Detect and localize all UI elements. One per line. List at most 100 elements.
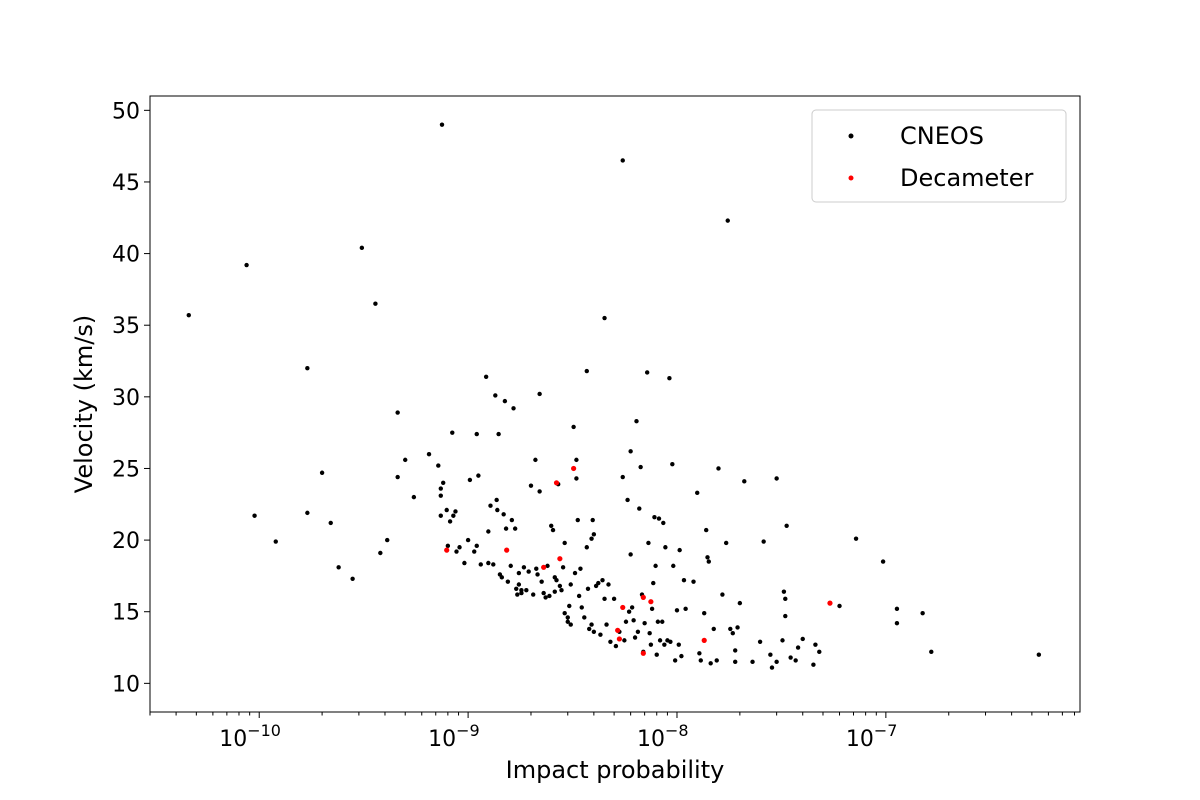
point-decameter [616, 636, 622, 642]
point-cneos [725, 218, 730, 223]
x-axis: 10−10 10−9 10−8 10−7 [149, 712, 1076, 752]
point-cneos [602, 315, 607, 321]
point-cneos [663, 545, 668, 550]
point-cneos [660, 619, 665, 624]
point-cneos [704, 527, 709, 533]
point-cneos [662, 642, 667, 647]
point-cneos [620, 474, 625, 480]
point-cneos [649, 606, 655, 612]
point-cneos [894, 620, 900, 626]
point-cneos [631, 618, 636, 623]
y-tick-label: 15 [112, 601, 140, 626]
point-cneos [634, 418, 639, 424]
x-tick-label: 10−10 [219, 721, 281, 752]
x-tick-label: 10−8 [637, 721, 689, 752]
point-cneos [378, 550, 383, 556]
x-tick-label: 10−9 [428, 721, 480, 752]
point-cneos [438, 486, 443, 491]
point-cneos [783, 613, 788, 619]
point-cneos [817, 649, 822, 655]
point-cneos [783, 596, 788, 602]
point-cneos [403, 457, 408, 463]
point-cneos [550, 527, 556, 533]
point-cneos [467, 477, 473, 483]
point-decameter [557, 556, 563, 562]
point-cneos [495, 507, 500, 513]
point-cneos [501, 512, 506, 517]
points-layer [186, 122, 1042, 670]
point-cneos [549, 523, 554, 528]
point-cneos [706, 559, 711, 564]
point-cneos [562, 610, 567, 616]
point-cneos [494, 497, 499, 503]
point-cneos [543, 595, 548, 600]
point-cneos [742, 479, 747, 484]
point-cneos [584, 368, 589, 374]
point-cneos [723, 540, 729, 546]
point-decameter [640, 650, 646, 656]
point-cneos [576, 593, 582, 599]
point-cneos [691, 579, 696, 584]
legend-marker-cneos [848, 133, 854, 139]
point-decameter [701, 637, 707, 643]
point-cneos [668, 639, 673, 644]
point-cneos [582, 615, 587, 620]
point-cneos [328, 520, 333, 526]
point-cneos [781, 589, 787, 594]
point-cneos [733, 659, 738, 665]
point-cneos [632, 635, 638, 640]
point-cneos [598, 632, 603, 637]
point-cneos [457, 545, 462, 550]
point-cneos [565, 615, 570, 620]
point-cneos [604, 622, 609, 627]
point-cneos [521, 565, 527, 570]
point-cneos [516, 570, 522, 576]
point-cneos [509, 517, 515, 523]
axes-frame [149, 95, 1081, 713]
point-cneos [672, 658, 678, 663]
point-cneos [526, 569, 531, 574]
point-cneos [657, 638, 663, 643]
point-cneos [655, 619, 661, 624]
point-cneos [880, 559, 886, 564]
point-cneos [508, 563, 513, 569]
point-cneos [571, 424, 576, 430]
point-cneos [359, 245, 365, 251]
point-cneos [426, 451, 432, 457]
point-cneos [795, 645, 801, 650]
point-cneos [929, 649, 934, 655]
y-tick-label: 30 [112, 386, 140, 411]
point-cneos [474, 431, 479, 437]
point-cneos [788, 655, 793, 660]
point-cneos [562, 540, 567, 546]
point-cneos [705, 555, 710, 560]
point-cneos [695, 490, 700, 496]
point-cneos [661, 520, 666, 526]
point-cneos [486, 529, 491, 534]
point-cneos [493, 393, 498, 398]
point-cneos [920, 610, 925, 616]
point-cneos [674, 608, 680, 613]
point-cneos [623, 619, 629, 624]
point-decameter [444, 547, 450, 553]
point-cneos [453, 509, 458, 514]
point-cneos [652, 514, 657, 520]
point-cneos [574, 457, 579, 463]
point-cneos [733, 648, 738, 653]
point-cneos [757, 639, 763, 644]
point-cneos [488, 503, 493, 508]
point-cneos [465, 537, 471, 543]
point-cneos [552, 589, 557, 594]
point-cneos [496, 431, 501, 437]
point-cneos [578, 566, 583, 571]
point-decameter [615, 627, 621, 633]
point-cneos [444, 507, 449, 513]
point-cneos [539, 579, 544, 584]
point-cneos [483, 374, 489, 379]
point-cneos [894, 606, 900, 612]
point-cneos [811, 662, 816, 667]
point-cneos [590, 517, 595, 523]
x-tick-label: 10−7 [846, 721, 898, 752]
point-cneos [502, 398, 508, 404]
